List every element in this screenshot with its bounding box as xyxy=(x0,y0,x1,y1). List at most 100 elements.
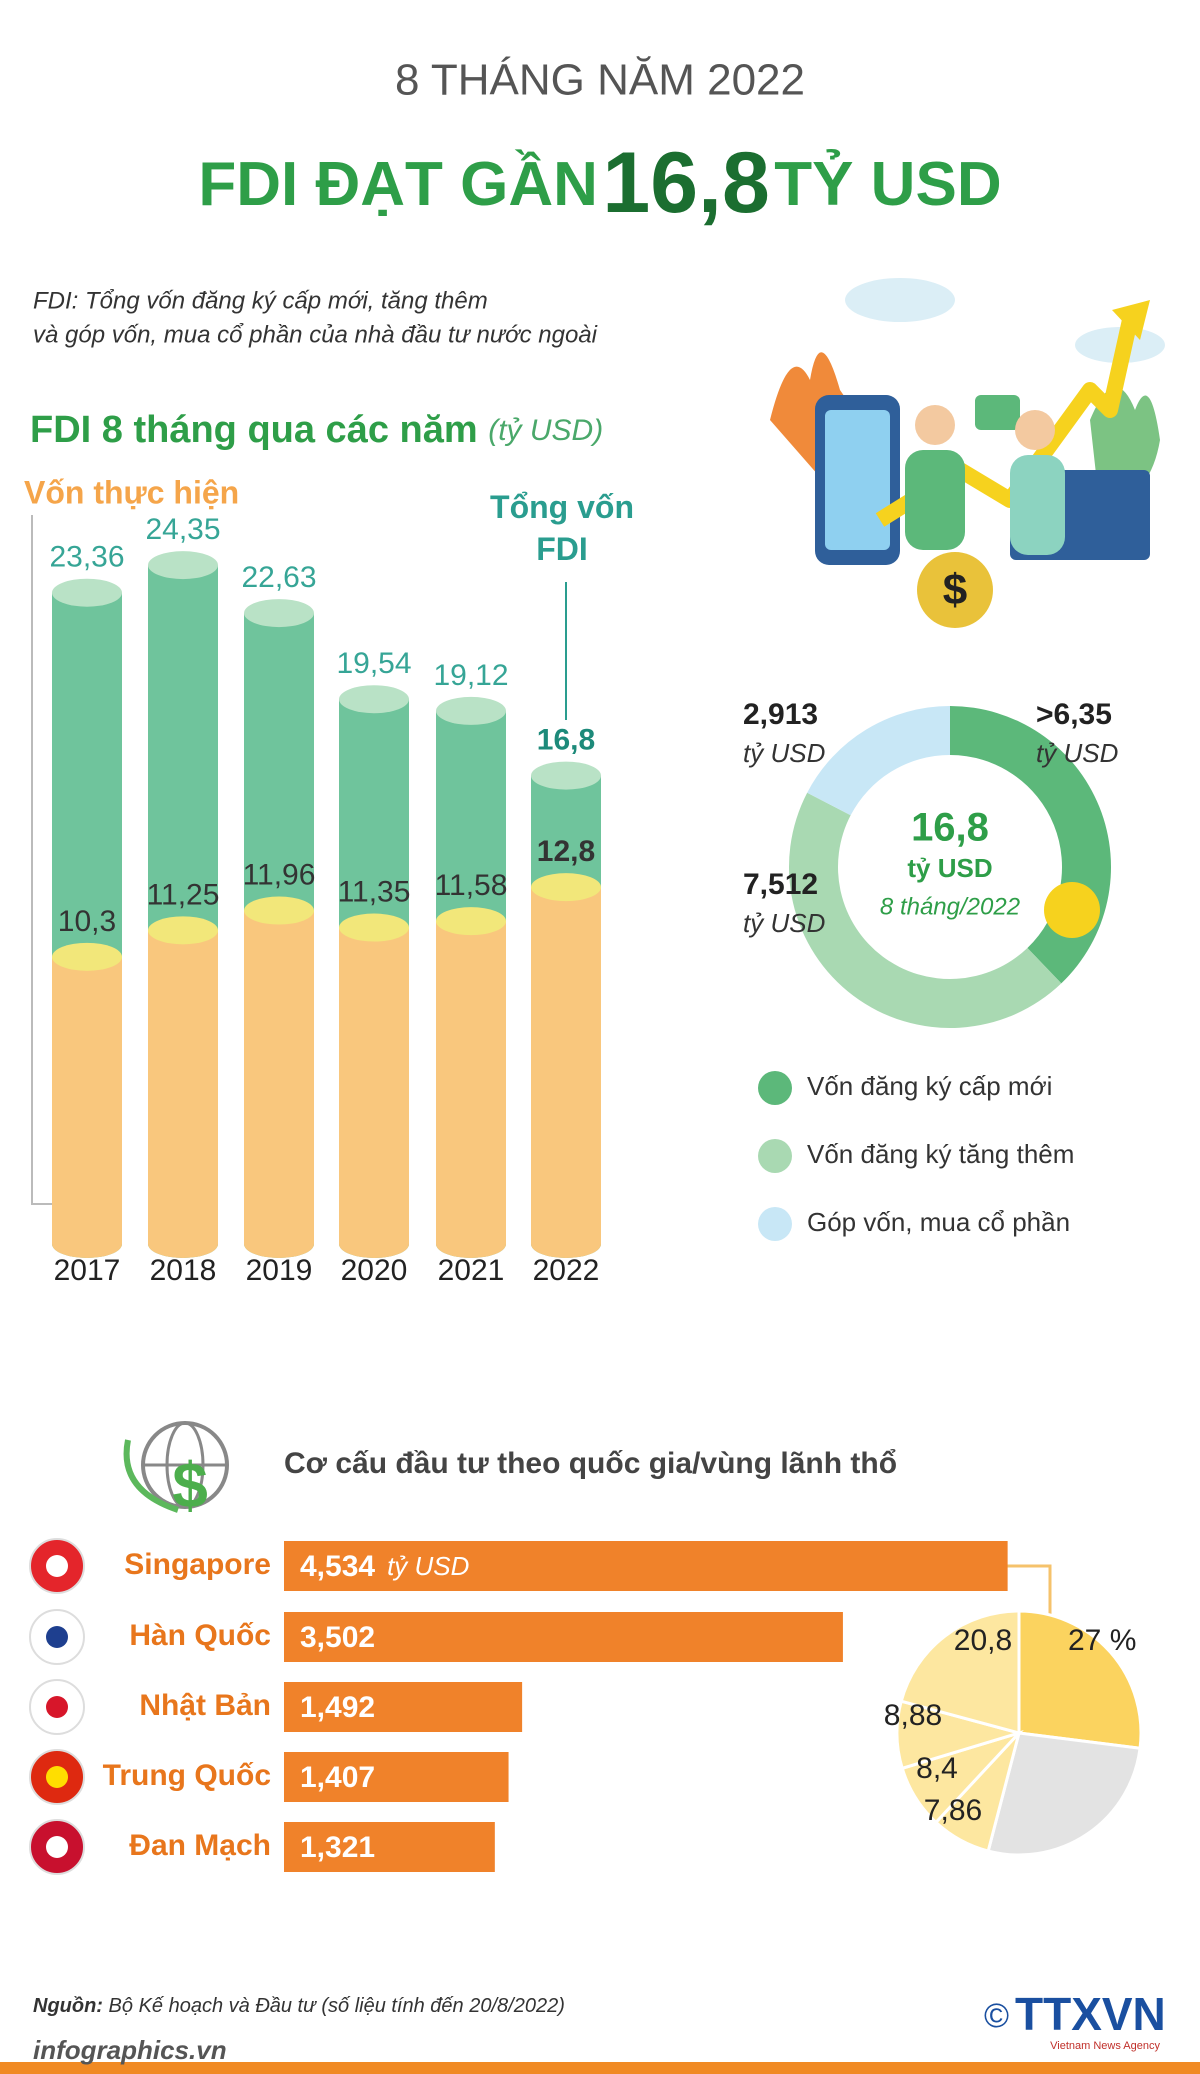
flag-emblem xyxy=(46,1626,68,1648)
category-label: Singapore xyxy=(124,1548,271,1581)
value-label: 1,407 xyxy=(300,1761,375,1794)
x-tick-label: 2019 xyxy=(246,1254,313,1287)
value-text: 1,407 xyxy=(300,1761,375,1794)
illustration: $ xyxy=(770,278,1165,628)
bar xyxy=(284,1822,495,1872)
cylinder xyxy=(339,927,409,1244)
unit: tỷ USD xyxy=(743,908,825,938)
legend-swatch xyxy=(758,1207,792,1241)
cylinder-top xyxy=(148,551,218,580)
cylinder-top xyxy=(339,913,409,942)
value-label: 7,86 xyxy=(924,1794,982,1827)
category-label: Trung Quốc xyxy=(103,1759,271,1792)
x-tick-label: 2017 xyxy=(54,1254,121,1287)
legend-label: Vốn đăng ký tăng thêm xyxy=(807,1139,1074,1169)
x-tick-label: 2022 xyxy=(533,1254,600,1287)
value-label: 4,534 tỷ USD xyxy=(300,1550,469,1583)
coin xyxy=(1044,882,1100,938)
site: infographics.vn xyxy=(33,2035,227,2065)
subtitle: 8 THÁNG NĂM 2022 xyxy=(395,56,805,105)
value-label: 11,35 xyxy=(338,875,411,908)
title: FDI ĐẠT GẦN 16,8 TỶ USD xyxy=(198,135,1001,231)
unit: tỷ USD xyxy=(387,1551,469,1581)
series-label: Tổng vốn FDI xyxy=(490,489,634,567)
value-label: 10,3 xyxy=(58,905,116,938)
value-text: 1,321 xyxy=(300,1831,375,1864)
title-part: FDI ĐẠT GẦN xyxy=(198,150,598,219)
value-label: 3,502 xyxy=(300,1621,375,1654)
cylinder xyxy=(244,910,314,1244)
section-title: Cơ cấu đầu tư theo quốc gia/vùng lãnh th… xyxy=(284,1447,897,1480)
value-label: 24,35 xyxy=(145,513,220,546)
connector xyxy=(1007,1564,1052,1620)
value-label: 22,63 xyxy=(241,561,316,594)
cylinder-top xyxy=(436,907,506,936)
legend-label: Góp vốn, mua cổ phần xyxy=(807,1207,1070,1237)
value-label: 12,8 xyxy=(537,835,595,868)
bar xyxy=(284,1752,509,1802)
cylinder-top xyxy=(339,685,409,714)
cylinder xyxy=(52,956,122,1244)
svg-text:$: $ xyxy=(172,1449,208,1521)
value-label: 2,913 xyxy=(743,698,818,731)
note: FDI: Tổng vốn đăng ký cấp mới, tăng thêm xyxy=(33,287,488,314)
unit: (tỷ USD) xyxy=(488,414,603,447)
value-label: 8,88 xyxy=(884,1699,942,1732)
chart-title: FDI 8 tháng qua các năm (tỷ USD) xyxy=(30,409,603,451)
donut-slice xyxy=(789,792,1062,1028)
title-part: TỶ USD xyxy=(774,150,1001,219)
source-text: Bộ Kế hoạch và Đầu tư (số liệu tính đến … xyxy=(109,1995,565,2017)
value-label: 20,8 xyxy=(954,1624,1012,1657)
legend-swatch xyxy=(758,1139,792,1173)
cylinder-top xyxy=(531,873,601,902)
cylinder-top xyxy=(531,761,601,790)
category-label: Nhật Bản xyxy=(139,1689,271,1722)
value-label: 11,58 xyxy=(435,869,508,902)
unit: tỷ USD xyxy=(743,738,825,768)
bar xyxy=(284,1612,843,1662)
legend-label: Vốn đăng ký cấp mới xyxy=(807,1071,1052,1101)
flag-emblem xyxy=(46,1766,68,1788)
x-tick-label: 2021 xyxy=(438,1254,505,1287)
category-label: Hàn Quốc xyxy=(129,1619,271,1652)
x-tick-label: 2018 xyxy=(150,1254,217,1287)
value-label: 8,4 xyxy=(916,1752,958,1785)
category-label: Đan Mạch xyxy=(129,1829,271,1862)
value-text: 1,492 xyxy=(300,1691,375,1724)
value-label: 19,54 xyxy=(336,647,411,680)
value-label: 11,25 xyxy=(147,878,220,911)
bar xyxy=(284,1541,1008,1591)
value-label: 23,36 xyxy=(49,541,124,574)
value-label: 16,8 xyxy=(537,724,595,757)
source: Nguồn: Bộ Kế hoạch và Đầu tư (số liệu tí… xyxy=(33,1995,565,2017)
center-label: 16,8 xyxy=(911,806,989,850)
value-label: 7,512 xyxy=(743,868,818,901)
pie-slice xyxy=(899,1609,1021,1735)
agency: Vietnam News Agency xyxy=(1050,2040,1160,2052)
cylinder-top xyxy=(244,599,314,628)
flag-emblem xyxy=(46,1555,68,1577)
legend-swatch xyxy=(758,1071,792,1105)
value-label: >6,35 xyxy=(1036,698,1112,731)
logo: TTXVN xyxy=(1015,1988,1166,2040)
value-label: 27 % xyxy=(1068,1624,1136,1657)
flag-emblem xyxy=(46,1836,68,1858)
svg-text:$: $ xyxy=(943,566,967,615)
center-label: tỷ USD xyxy=(907,853,992,883)
unit: tỷ USD xyxy=(1036,738,1118,768)
cylinder xyxy=(148,930,218,1244)
footer-strip xyxy=(0,2062,1200,2074)
globe-icon: $ xyxy=(123,1421,229,1521)
center-label: 8 tháng/2022 xyxy=(880,893,1020,920)
value-text: 4,534 xyxy=(300,1550,375,1583)
value-label: 11,96 xyxy=(243,858,316,891)
chart-title-text: FDI 8 tháng qua các năm xyxy=(30,409,478,451)
note: và góp vốn, mua cổ phần của nhà đầu tư n… xyxy=(33,321,598,348)
cylinder xyxy=(531,887,601,1244)
bar xyxy=(284,1682,523,1732)
x-tick-label: 2020 xyxy=(341,1254,408,1287)
cylinder-top xyxy=(244,896,314,925)
cylinder-top xyxy=(52,578,122,607)
title-part: 16,8 xyxy=(602,135,769,231)
